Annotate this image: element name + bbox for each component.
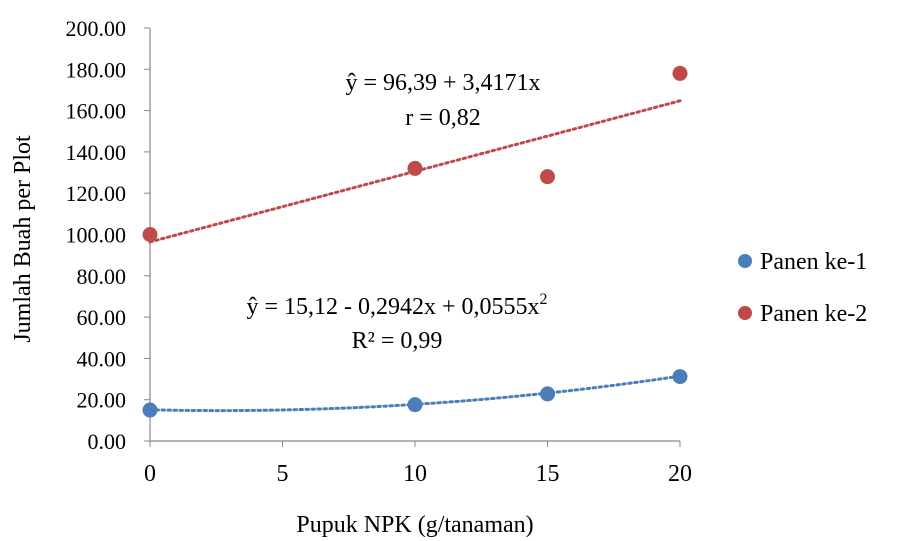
y-tick-label: 20.00 [77,388,127,413]
y-tick-label: 40.00 [77,346,127,371]
data-point-series-1 [407,397,423,413]
r-panen-2: r = 0,82 [405,105,481,131]
r-squared-panen-1: R² = 0,99 [352,328,443,354]
legend-label-panen-1: Panen ke-1 [760,249,867,275]
equation-panen-1-main: ŷ = 15,12 - 0,2942x + 0,0555x [246,294,539,320]
x-tick-labels: 0 5 10 15 20 [144,461,692,487]
x-tick-label: 15 [536,461,560,487]
legend: Panen ke-1 Panen ke-2 [738,249,867,327]
data-points [142,65,688,418]
y-tick-label: 60.00 [77,305,127,330]
data-point-series-2 [540,169,555,185]
y-tick-label: 140.00 [66,140,127,165]
y-tick-label: 120.00 [66,181,127,206]
data-point-series-2 [407,160,423,176]
data-point-series-1 [142,402,158,418]
y-tick-label: 80.00 [77,264,127,289]
data-point-series-2 [672,65,688,81]
trendline-series-2 [148,99,682,244]
x-tick-label: 20 [668,461,692,487]
trendlines [148,99,682,413]
data-point-series-1 [672,369,688,385]
x-tick-label: 10 [403,461,427,487]
equation-panen-1: ŷ = 15,12 - 0,2942x + 0,0555x2 [246,291,547,320]
y-tick-labels: 0.00 20.00 40.00 60.00 80.00 100.00 120.00 140.… [66,16,127,454]
data-point-series-1 [540,386,555,402]
y-tick-label: 200.00 [66,16,127,41]
y-axis-label: Jumlah Buah per Plot [10,135,36,343]
x-tick-label: 5 [277,461,289,487]
x-axis-label: Pupuk NPK (g/tanaman) [296,512,533,538]
legend-label-panen-2: Panen ke-2 [760,301,867,327]
annotations: ŷ = 96,39 + 3,4171x r = 0,82 ŷ = 15,12 -… [246,70,547,354]
y-tick-label: 0.00 [88,429,127,454]
y-tick-label: 100.00 [66,223,127,248]
y-tick-label: 160.00 [66,99,127,124]
x-tick-label: 0 [144,461,156,487]
legend-marker-panen-2 [738,306,752,320]
equation-panen-1-exponent: 2 [540,291,548,308]
equation-panen-2: ŷ = 96,39 + 3,4171x [345,70,540,96]
y-tick-label: 180.00 [66,57,127,82]
data-point-series-2 [142,227,158,242]
legend-marker-panen-1 [738,254,752,268]
